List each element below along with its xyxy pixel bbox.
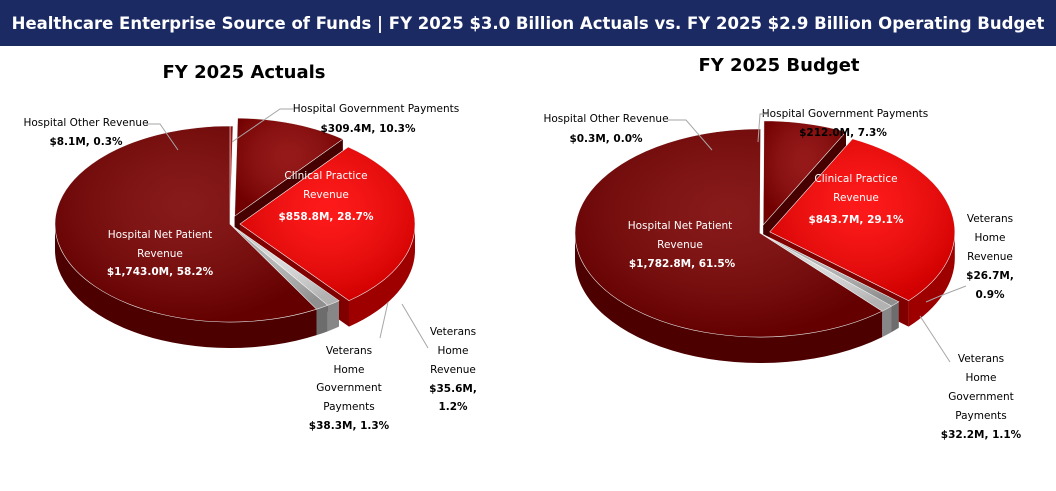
pie-slice-side <box>327 300 339 332</box>
label-clinical-practice-actuals-2: Revenue <box>303 189 349 201</box>
pie-slice-shade <box>575 129 883 337</box>
label-hospital-net-patient-budget: Hospital Net Patient <box>628 220 733 232</box>
value-veterans-home-government-budget: $32.2M, 1.1% <box>941 429 1022 441</box>
label-hospital-net-patient-actuals-2: Revenue <box>137 248 183 260</box>
leader-line <box>401 303 429 349</box>
pie-actuals <box>54 117 416 349</box>
pie-slice-side <box>348 223 415 327</box>
value-veterans-home-revenue-actuals-1: $35.6M, <box>429 383 477 395</box>
pie-slice-shade <box>769 138 955 301</box>
leader-line <box>146 123 179 151</box>
label-hospital-government-budget: Hospital Government Payments <box>762 108 928 120</box>
leader-line <box>231 108 294 143</box>
value-hospital-net-patient-budget: $1,782.8M, 61.5% <box>629 258 736 270</box>
label-hospital-other-budget: Hospital Other Revenue <box>543 113 668 125</box>
value-veterans-home-government-actuals: $38.3M, 1.3% <box>309 420 390 432</box>
pie-slice-side <box>908 231 955 327</box>
value-hospital-other-budget: $0.3M, 0.0% <box>569 133 643 145</box>
pie-slice-side <box>55 224 317 349</box>
pie-slice-shade <box>230 126 233 224</box>
label-line: Revenue <box>430 364 476 376</box>
value-hospital-government-budget: $212.0M, 7.3% <box>799 127 887 139</box>
pie-slice-side <box>882 306 892 338</box>
chart-actuals: FY 2025 Actuals Hospital Other Revenue $… <box>23 62 476 432</box>
label-clinical-practice-actuals: Clinical Practice <box>284 170 367 182</box>
label-veterans-home-revenue-actuals: Veterans <box>430 326 476 338</box>
value-veterans-home-revenue-budget-2: 0.9% <box>975 289 1005 301</box>
label-line: Home <box>333 364 364 376</box>
label-line: Payments <box>955 410 1006 422</box>
label-veterans-home-government-budget: Veterans <box>958 353 1004 365</box>
value-veterans-home-revenue-budget-1: $26.7M, <box>966 270 1014 282</box>
pie-slice-shade <box>760 233 892 312</box>
value-hospital-government-actuals: $309.4M, 10.3% <box>320 123 416 135</box>
value-clinical-practice-budget: $843.7M, 29.1% <box>808 214 904 226</box>
label-line: Payments <box>323 401 374 413</box>
pie-charts: FY 2025 Actuals Hospital Other Revenue $… <box>23 55 1021 441</box>
label-line: Government <box>316 382 381 394</box>
label-hospital-net-patient-actuals: Hospital Net Patient <box>108 229 213 241</box>
value-clinical-practice-actuals: $858.8M, 28.7% <box>278 211 374 223</box>
page-title: Healthcare Enterprise Source of Funds | … <box>11 13 1045 33</box>
pie-slice-side <box>575 233 883 363</box>
leader-line <box>757 113 768 143</box>
chart-title-budget: FY 2025 Budget <box>698 55 859 76</box>
label-line: Home <box>437 345 468 357</box>
header-banner: Healthcare Enterprise Source of Funds | … <box>0 0 1056 46</box>
label-veterans-home-revenue-budget: Veterans <box>967 213 1013 225</box>
pie-slice-shade <box>230 224 328 310</box>
chart-title-actuals: FY 2025 Actuals <box>162 62 325 83</box>
label-line: Home <box>974 232 1005 244</box>
leader-line <box>919 315 951 363</box>
pie-slice-shade <box>760 233 899 307</box>
pie-slice-shade <box>234 118 343 217</box>
pie-slice-side <box>316 305 328 336</box>
label-hospital-government-actuals: Hospital Government Payments <box>293 103 459 115</box>
label-line: Revenue <box>967 251 1013 263</box>
value-hospital-other-actuals: $8.1M, 0.3% <box>49 136 123 148</box>
pie-slice-shade <box>239 146 415 301</box>
leader-line <box>668 119 713 151</box>
label-line: Home <box>965 372 996 384</box>
value-veterans-home-revenue-actuals-2: 1.2% <box>438 401 468 413</box>
pie-slice-side <box>891 301 899 333</box>
label-hospital-net-patient-budget-2: Revenue <box>657 239 703 251</box>
chart-budget: FY 2025 Budget Hospital Other Revenue $0… <box>543 55 1021 441</box>
label-line: Government <box>948 391 1013 403</box>
label-clinical-practice-budget: Clinical Practice <box>814 173 897 185</box>
pie-slice-shade <box>55 126 317 322</box>
pie-slice-shade <box>763 120 846 225</box>
label-clinical-practice-budget-2: Revenue <box>833 192 879 204</box>
value-hospital-net-patient-actuals: $1,743.0M, 58.2% <box>107 266 214 278</box>
leader-line <box>925 285 967 303</box>
leader-line <box>379 301 389 339</box>
label-veterans-home-government-actuals: Veterans <box>326 345 372 357</box>
pie-slice-shade <box>230 224 339 306</box>
label-hospital-other-actuals: Hospital Other Revenue <box>23 117 148 129</box>
pie-budget <box>574 120 956 363</box>
